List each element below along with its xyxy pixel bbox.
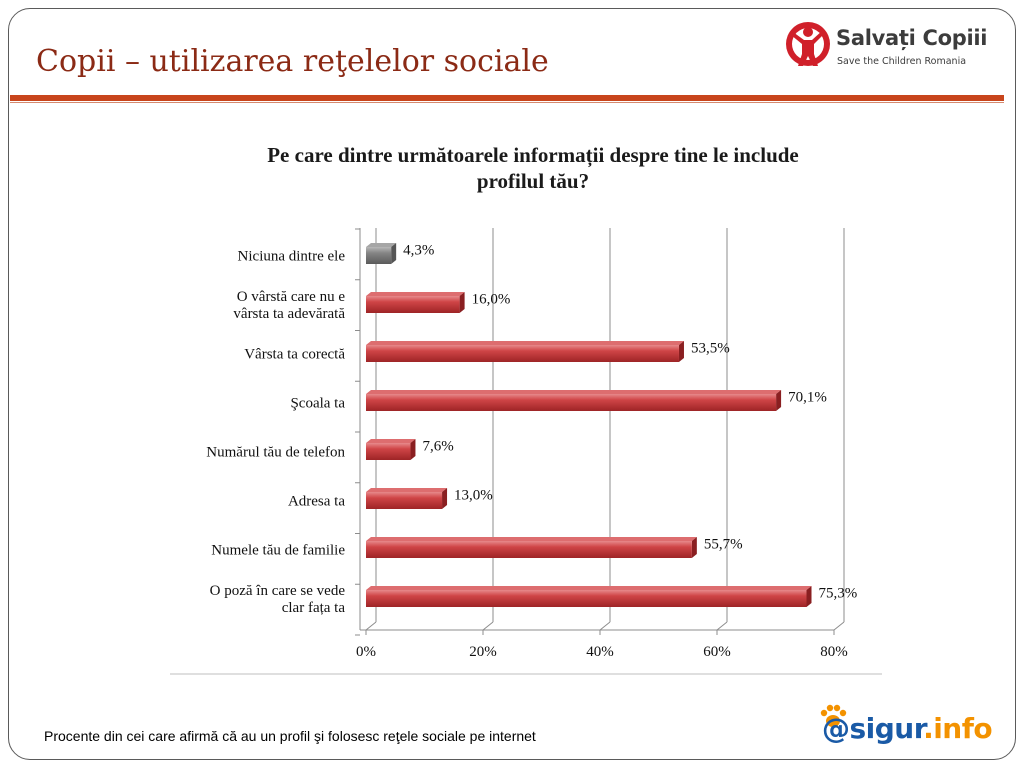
bar-end-face: [806, 586, 812, 607]
chart-title-line-2: profilul tău?: [477, 169, 589, 193]
chart-title-line-1: Pe care dintre următoarele informații de…: [267, 143, 799, 168]
gridline-floor: [482, 621, 494, 631]
title-divider: [10, 95, 1004, 101]
bar-top-face: [366, 439, 416, 443]
data-label: 53,5%: [691, 341, 730, 357]
slide-title: Copii – utilizarea reţelelor sociale: [36, 44, 549, 79]
data-label: 55,7%: [704, 537, 743, 553]
bar: [366, 492, 443, 509]
chart-labels: 0% 20% 40% 60% 80% 4,3% Niciuna dintre ele 16,0…: [206, 243, 857, 661]
chart-axes: [355, 228, 835, 636]
bar-end-face: [678, 341, 684, 362]
data-label: 16,0%: [472, 292, 511, 308]
bar-top-face: [366, 488, 448, 492]
sigur-info-logo: @sigur.info: [816, 704, 996, 756]
category-label: Numele tău de familie: [211, 543, 345, 559]
gridline-floor: [833, 621, 845, 631]
bar-top-face: [366, 390, 782, 394]
bar-end-face: [776, 390, 782, 411]
sigur-info-prefix: @sigur: [822, 712, 924, 745]
bar-top-face: [366, 292, 465, 296]
bar-end-face: [691, 537, 697, 558]
bar: [366, 247, 392, 264]
bar: [366, 443, 411, 460]
gridline-floor: [365, 621, 377, 631]
category-label-line: Adresa ta: [288, 494, 345, 510]
bar-top-face: [366, 341, 684, 345]
category-label: Niciuna dintre ele: [238, 249, 346, 265]
salvati-copiii-name: Salvați Copiii: [836, 26, 988, 50]
chart-gridlines: [365, 228, 845, 631]
bar-top-face: [366, 243, 397, 247]
child-figure-heart-icon: [786, 22, 830, 66]
gridline-floor: [716, 621, 728, 631]
category-label: O poză în care se vede clar fața ta: [210, 583, 346, 616]
x-tick-label: 60%: [703, 644, 731, 660]
category-label-line: Numărul tău de telefon: [206, 445, 345, 461]
bar: [366, 590, 807, 607]
category-label-line: clar fața ta: [282, 600, 346, 616]
category-label-line: Vârsta ta corectă: [244, 347, 345, 363]
x-tick-label: 40%: [586, 644, 614, 660]
chart-bars: [366, 243, 812, 607]
bar: [366, 541, 692, 558]
data-label: 13,0%: [454, 488, 493, 504]
category-label: Adresa ta: [288, 494, 345, 510]
category-label: Şcoala ta: [290, 396, 345, 412]
bar: [366, 296, 460, 313]
gridline-floor: [599, 621, 611, 631]
data-label: 7,6%: [422, 439, 453, 455]
bar: [366, 345, 679, 362]
data-label: 4,3%: [403, 243, 434, 259]
category-label-line: Şcoala ta: [290, 396, 345, 412]
category-label: Vârsta ta corectă: [244, 347, 345, 363]
x-tick-label: 20%: [469, 644, 497, 660]
category-label-line: vârsta ta adevărată: [233, 306, 345, 322]
x-tick-label: 80%: [820, 644, 848, 660]
category-label-line: Numele tău de familie: [211, 543, 345, 559]
bar-end-face: [391, 243, 397, 264]
title-divider-thin: [10, 102, 1004, 103]
category-label: Numărul tău de telefon: [206, 445, 345, 461]
bar-top-face: [366, 537, 697, 541]
sigur-info-wordmark: @sigur.info: [822, 712, 993, 745]
bar-top-face: [366, 586, 812, 590]
category-label-line: O vârstă care nu e: [237, 289, 346, 305]
salvati-copiii-tagline: Save the Children Romania: [837, 56, 967, 67]
sigur-info-suffix: .info: [923, 712, 993, 745]
salvati-copiii-logo: Salvați Copiii Save the Children Romania: [784, 18, 994, 78]
data-label: 70,1%: [788, 390, 827, 406]
bar-end-face: [442, 488, 448, 509]
category-label-line: O poză în care se vede: [210, 583, 346, 599]
footnote: Procente din cei care afirmă că au un pr…: [44, 728, 536, 744]
paw-icon: [820, 704, 847, 727]
bar-end-face: [410, 439, 416, 460]
bar-end-face: [459, 292, 465, 313]
category-label-line: Niciuna dintre ele: [238, 249, 346, 265]
slide-frame: [8, 8, 1016, 760]
data-label: 75,3%: [819, 586, 858, 602]
category-label: O vârstă care nu e vârsta ta adevărată: [233, 289, 345, 322]
x-tick-label: 0%: [356, 644, 376, 660]
bar: [366, 394, 777, 411]
